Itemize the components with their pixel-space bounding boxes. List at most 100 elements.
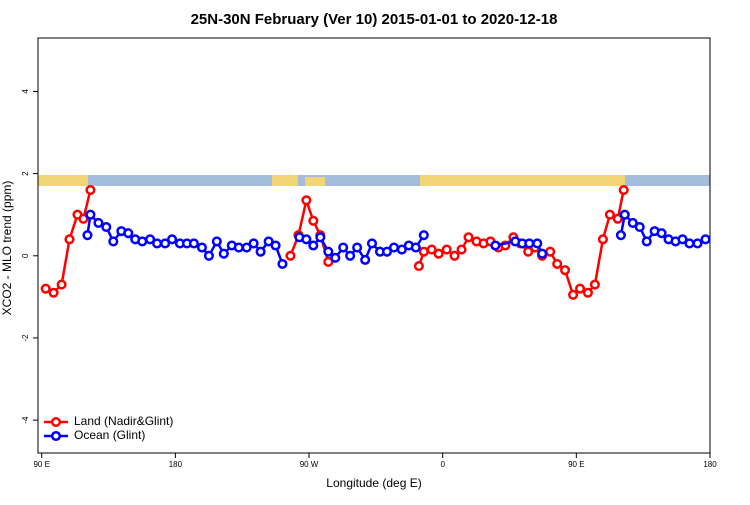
point (93, 217, 104, 228)
point (82, 230, 93, 241)
point (285, 250, 296, 261)
point (338, 242, 349, 253)
point (203, 250, 214, 261)
point (211, 236, 222, 247)
point (330, 252, 341, 263)
point (612, 213, 623, 224)
point (413, 260, 424, 272)
legend-label: Ocean (Glint) (74, 428, 145, 442)
point (366, 238, 378, 249)
point (597, 234, 608, 245)
point (56, 279, 67, 290)
point (560, 265, 571, 276)
y-tick-label: -4 (21, 416, 30, 424)
land-ocean-strip (38, 175, 710, 186)
point (532, 238, 543, 249)
point (101, 221, 112, 233)
point (618, 184, 629, 196)
point (426, 244, 437, 255)
point (64, 234, 75, 245)
point (634, 221, 645, 233)
point (627, 217, 638, 228)
point (188, 238, 199, 249)
point (85, 184, 96, 196)
point (615, 230, 626, 241)
point (656, 228, 667, 239)
point (490, 240, 501, 251)
point (196, 242, 208, 253)
point (396, 244, 407, 255)
point (456, 244, 467, 255)
point (641, 236, 652, 247)
y-tick-label: 4 (21, 89, 30, 94)
point (692, 238, 703, 249)
x-tick-label: 180 (169, 460, 183, 469)
legend-marker (50, 416, 62, 428)
point (352, 242, 363, 253)
point (145, 234, 156, 245)
x-tick-label: 90 W (300, 460, 319, 469)
point (545, 246, 556, 257)
point (463, 232, 474, 243)
point (700, 234, 711, 245)
point (323, 246, 334, 257)
point (524, 238, 535, 249)
x-tick-label: 90 E (33, 460, 49, 469)
chart-title: 25N-30N February (Ver 10) 2015-01-01 to … (191, 11, 558, 28)
point (218, 248, 229, 259)
point (263, 236, 274, 247)
point (677, 234, 688, 245)
point (137, 236, 148, 247)
point (301, 195, 312, 206)
point (381, 246, 393, 257)
point (167, 234, 178, 245)
point (301, 234, 312, 245)
point (315, 232, 326, 243)
point (582, 287, 593, 298)
point (270, 240, 281, 251)
point (388, 242, 400, 253)
point (604, 209, 615, 220)
point (441, 244, 452, 255)
point (360, 254, 371, 265)
y-tick-label: -2 (21, 334, 30, 342)
x-tick-label: 180 (703, 460, 717, 469)
point (619, 209, 630, 220)
point (345, 250, 356, 261)
point (308, 215, 319, 226)
point (123, 228, 134, 239)
point (323, 256, 334, 267)
point (277, 258, 288, 270)
point (233, 242, 244, 253)
y-tick-label: 2 (21, 171, 30, 176)
x-tick-label: 90 E (568, 460, 584, 469)
point (418, 230, 429, 241)
point (449, 250, 460, 261)
point (552, 258, 563, 270)
point (684, 238, 695, 249)
point (248, 238, 259, 249)
point (568, 289, 579, 300)
point (537, 248, 548, 259)
point (241, 242, 252, 253)
point (255, 246, 266, 257)
point (108, 236, 119, 247)
y-axis-label: XCO2 - MLO trend (ppm) (0, 181, 14, 316)
point (48, 287, 59, 298)
point (433, 248, 444, 259)
point (85, 209, 96, 220)
legend-label: Land (Nadir&Glint) (74, 414, 173, 428)
point (152, 238, 163, 249)
point (575, 283, 586, 294)
point (410, 242, 421, 253)
y-tick-label: 0 (21, 253, 30, 258)
point (418, 246, 429, 257)
plot-frame (37, 37, 711, 454)
point (160, 238, 171, 249)
point (40, 283, 51, 294)
point (589, 279, 600, 290)
point (78, 213, 89, 224)
x-axis-label: Longitude (deg E) (326, 476, 421, 490)
x-tick-label: 0 (440, 460, 445, 469)
